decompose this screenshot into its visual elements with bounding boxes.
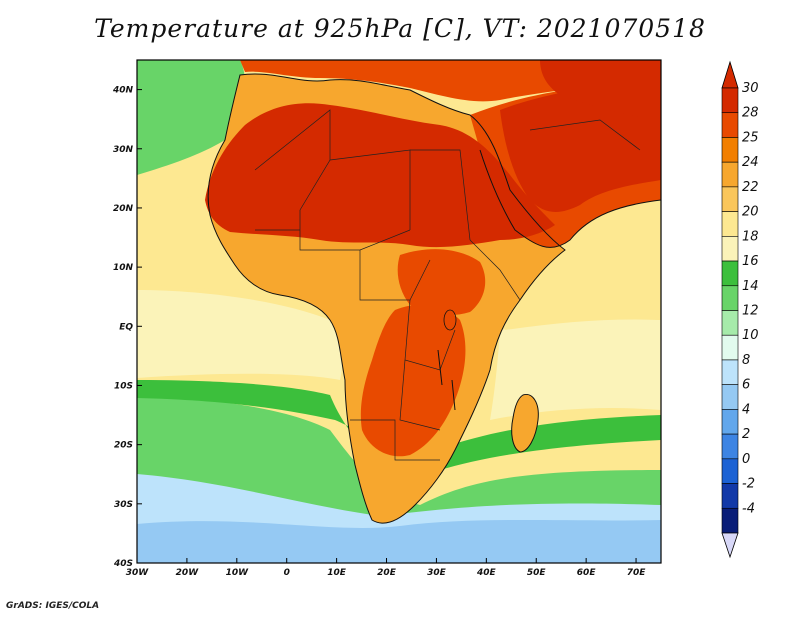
lon-tick-label: 70E — [627, 568, 647, 578]
lat-tick-label: 30N — [113, 145, 134, 155]
colorbar-label: 28 — [742, 106, 759, 121]
colorbar-label: 6 — [742, 378, 750, 393]
lon-tick-label: 20E — [377, 568, 397, 578]
africa-coastline — [207, 73, 566, 524]
colorbar-label: 18 — [742, 229, 759, 244]
lat-tick-label: 30S — [114, 500, 133, 510]
colorbar-swatch — [721, 433, 739, 460]
colorbar-swatch — [721, 161, 739, 188]
colorbar-swatch — [721, 310, 739, 336]
iran-hot-core — [540, 60, 661, 120]
colorbar-label: 25 — [742, 130, 759, 145]
ocean-band-east-tropical — [490, 319, 661, 420]
lake-tanganyika — [437, 349, 443, 386]
colorbar-swatch — [721, 458, 739, 484]
latitude-axis: 40N 30N 20N 10N EQ 10S 20S 30S 40S — [112, 86, 142, 569]
grads-credit: GrADS: IGES/COLA — [6, 601, 100, 611]
lake-malawi — [451, 379, 456, 411]
colorbar-label: 4 — [742, 402, 750, 417]
lon-tick-label: 30E — [427, 568, 447, 578]
lon-tick-label: 0 — [284, 568, 290, 578]
madagascar-coastline — [511, 393, 539, 453]
colorbar-label: 10 — [742, 328, 759, 343]
ocean-band-cool — [137, 470, 661, 528]
colorbar-swatch — [721, 285, 739, 311]
lon-tick-label: 20W — [176, 568, 200, 578]
sahara-hot-core — [205, 103, 555, 248]
colorbar-swatch — [721, 334, 739, 361]
temperature-field — [137, 60, 661, 563]
lat-tick-label: 40S — [113, 559, 133, 569]
arabia-coastline — [479, 149, 661, 248]
lat-tick-label: 10S — [114, 381, 133, 391]
colorbar-swatch — [721, 359, 739, 385]
colorbar-label: 8 — [742, 353, 750, 368]
colorbar-label: 0 — [742, 452, 750, 467]
lon-tick-label: 10W — [226, 568, 250, 578]
colorbar-label: 24 — [742, 155, 759, 170]
lat-tick-label: 20S — [114, 441, 133, 451]
ocean-band-north-atlantic — [137, 60, 245, 175]
colorbar-swatch — [721, 186, 739, 212]
arabia-hot-core — [500, 80, 661, 212]
colorbar-swatch — [721, 483, 739, 509]
colorbar-swatch — [721, 409, 739, 435]
map-title: Temperature at 925hPa [C], VT: 202107051… — [94, 14, 706, 43]
colorbar-label: 16 — [742, 254, 759, 269]
colorbar-label: 12 — [742, 304, 759, 319]
colorbar-swatch — [721, 236, 739, 262]
lon-tick-label: 60E — [577, 568, 597, 578]
lon-tick-label: 10E — [327, 568, 347, 578]
colorbar-swatch — [721, 507, 739, 534]
colorbar-swatch — [721, 137, 739, 163]
ocean-band-dark-green — [137, 380, 661, 470]
colorbar-label: 14 — [742, 279, 759, 294]
colorbar-under-arrow — [721, 532, 739, 559]
east-africa-warm-zone — [397, 249, 486, 316]
colorbar-label: 22 — [742, 180, 759, 195]
colorbar-label: 2 — [742, 427, 750, 442]
colorbar-swatch — [721, 112, 739, 138]
lat-tick-label: EQ — [119, 322, 133, 332]
lat-tick-label: 20N — [113, 204, 134, 214]
country-borders — [254, 109, 641, 461]
colorbar-label: -2 — [742, 477, 755, 492]
colorbar-over-arrow — [721, 60, 739, 89]
lon-tick-label: 50E — [527, 568, 547, 578]
colorbar-swatch — [721, 87, 739, 114]
colorbar-swatch — [721, 211, 739, 237]
lat-tick-label: 40N — [112, 86, 134, 96]
colorbar-label: 20 — [742, 205, 759, 220]
colorbar-swatch — [721, 260, 739, 287]
lat-tick-label: 10N — [113, 263, 134, 273]
land-madagascar — [511, 394, 539, 452]
lon-tick-label: 40E — [476, 568, 497, 578]
ocean-band-tropical — [137, 290, 342, 380]
colorbar-label: -4 — [742, 501, 755, 516]
lon-tick-label: 30W — [126, 568, 150, 578]
plot-frame — [136, 59, 662, 564]
colorbar-swatch — [721, 384, 739, 410]
ocean-band-cold — [137, 515, 661, 563]
ocean-band-green — [137, 395, 661, 516]
colorbar-label: 30 — [742, 81, 759, 96]
longitude-axis: 30W 20W 10W 0 10E 20E 30E 40E 50E 60E 70E — [126, 558, 646, 578]
lake-victoria — [443, 309, 457, 331]
southern-africa-hot-zone — [360, 304, 466, 457]
